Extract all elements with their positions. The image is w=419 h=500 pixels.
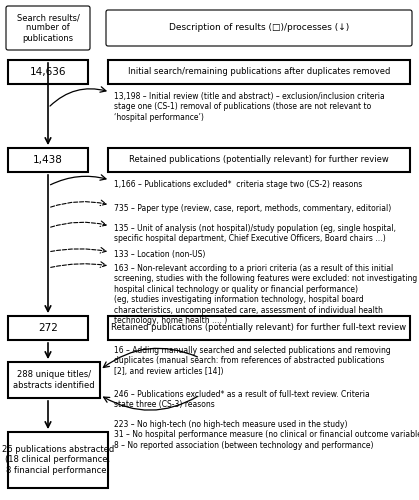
Text: 1,166 – Publications excluded*  criteria stage two (CS-2) reasons: 1,166 – Publications excluded* criteria … bbox=[114, 180, 362, 189]
FancyBboxPatch shape bbox=[106, 10, 412, 46]
Text: Search results/
number of
publications: Search results/ number of publications bbox=[17, 13, 80, 43]
FancyBboxPatch shape bbox=[8, 316, 88, 340]
Text: 14,636: 14,636 bbox=[30, 67, 66, 77]
Text: Initial search/remaining publications after duplicates removed: Initial search/remaining publications af… bbox=[128, 68, 390, 76]
Text: 163 – Non-relevant according to a priori criteria (as a result of this initial
s: 163 – Non-relevant according to a priori… bbox=[114, 264, 417, 325]
Text: 135 – Unit of analysis (not hospital)/study population (eg, single hospital,
spe: 135 – Unit of analysis (not hospital)/st… bbox=[114, 224, 396, 244]
Text: 735 – Paper type (review, case, report, methods, commentary, editorial): 735 – Paper type (review, case, report, … bbox=[114, 204, 391, 213]
Text: Retained publications (potentially relevant) for further review: Retained publications (potentially relev… bbox=[129, 156, 389, 164]
FancyBboxPatch shape bbox=[6, 6, 90, 50]
Text: 1,438: 1,438 bbox=[33, 155, 63, 165]
Text: 13,198 – Initial review (title and abstract) – exclusion/inclusion criteria
stag: 13,198 – Initial review (title and abstr… bbox=[114, 92, 385, 122]
FancyBboxPatch shape bbox=[8, 148, 88, 172]
Text: 223 – No high-tech (no high-tech measure used in the study)
31 – No hospital per: 223 – No high-tech (no high-tech measure… bbox=[114, 420, 419, 450]
FancyBboxPatch shape bbox=[8, 432, 108, 488]
FancyBboxPatch shape bbox=[108, 148, 410, 172]
Text: Retained publications (potentially relevant) for further full-text review: Retained publications (potentially relev… bbox=[111, 324, 406, 332]
Text: 246 – Publications excluded* as a result of full-text review. Criteria
state thr: 246 – Publications excluded* as a result… bbox=[114, 390, 370, 409]
Text: 272: 272 bbox=[38, 323, 58, 333]
Text: 288 unique titles/
abstracts identified: 288 unique titles/ abstracts identified bbox=[13, 370, 95, 390]
Text: 133 – Location (non-US): 133 – Location (non-US) bbox=[114, 250, 205, 259]
FancyBboxPatch shape bbox=[108, 60, 410, 84]
FancyBboxPatch shape bbox=[108, 316, 410, 340]
Text: Description of results (□)/processes (↓): Description of results (□)/processes (↓) bbox=[169, 24, 349, 32]
Text: 26 publications abstracted
(18 clinical performance,
8 financial performance): 26 publications abstracted (18 clinical … bbox=[2, 445, 114, 475]
FancyBboxPatch shape bbox=[8, 60, 88, 84]
FancyBboxPatch shape bbox=[8, 362, 100, 398]
Text: 16 – Adding manually searched and selected publications and removing
duplicates : 16 – Adding manually searched and select… bbox=[114, 346, 391, 376]
